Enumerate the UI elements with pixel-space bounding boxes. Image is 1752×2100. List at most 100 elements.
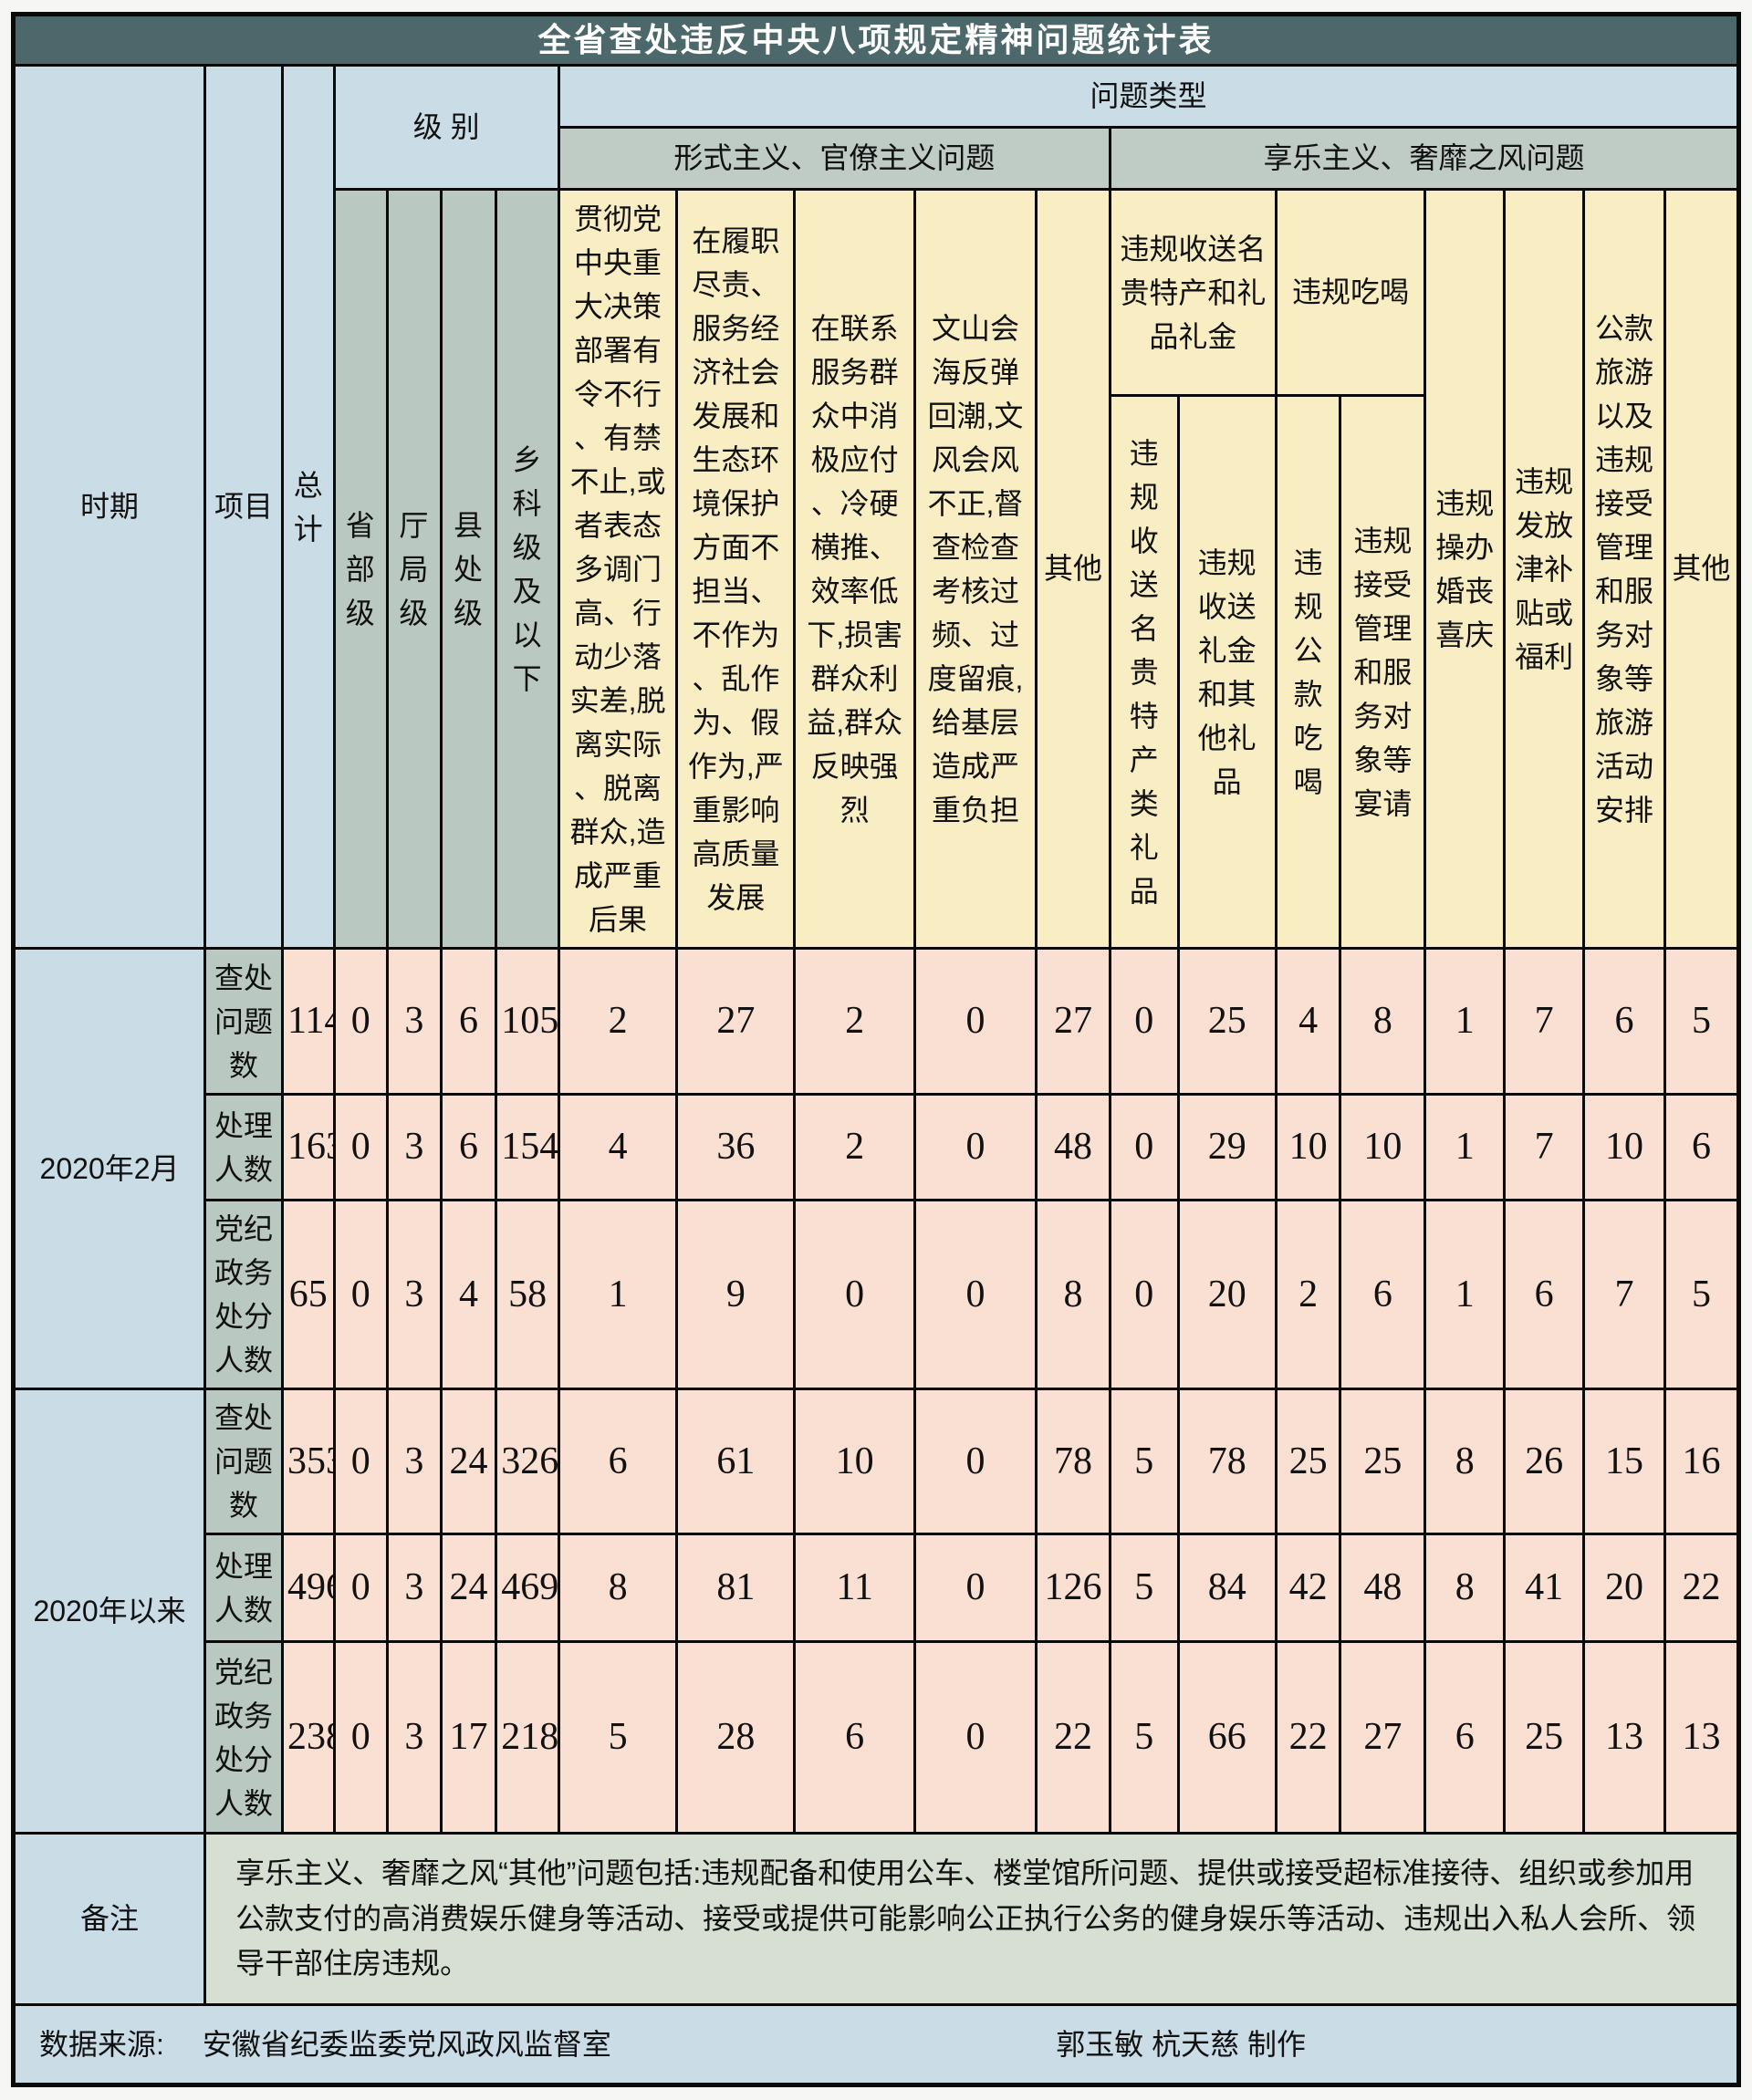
- data-cell: 48: [1035, 1093, 1111, 1202]
- data-cell: 84: [1176, 1533, 1278, 1644]
- data-cell: 0: [332, 1199, 390, 1391]
- header-gift-group: 违规收送名贵特产和礼品礼金: [1108, 188, 1278, 398]
- data-cell: 25: [1339, 1388, 1427, 1536]
- item-cell: 查处问题数: [203, 947, 284, 1097]
- data-cell: 24: [439, 1533, 498, 1644]
- header-level-department: 厅局级: [386, 188, 443, 951]
- data-cell: 0: [1108, 947, 1180, 1097]
- data-cell: 25: [1503, 1640, 1586, 1835]
- data-cell: 8: [1035, 1199, 1111, 1391]
- header-formalism-col-other: 其他: [1035, 188, 1111, 951]
- data-cell: 5: [1108, 1388, 1180, 1536]
- header-formalism-col-meetings: 文山会海反弹回潮,文风会风不正,督查检查考核过频、过度留痕,给基层造成严重负担: [912, 188, 1038, 951]
- data-cell: 81: [675, 1533, 797, 1644]
- data-cell: 5: [1108, 1533, 1180, 1644]
- data-cell: 10: [793, 1388, 916, 1536]
- header-level-township: 乡科级及以下: [495, 188, 560, 951]
- data-cell: 1: [1424, 1093, 1507, 1202]
- item-cell: 党纪政务处分人数: [203, 1640, 284, 1835]
- data-cell: 0: [332, 1640, 390, 1835]
- header-hedonism-col-allowances: 违规发放津补贴或福利: [1503, 188, 1586, 951]
- data-cell: 0: [912, 947, 1038, 1097]
- header-formalism-group: 形式主义、官僚主义问题: [557, 126, 1111, 192]
- data-cell: 61: [675, 1388, 797, 1536]
- header-eatdrink-col-banquet: 违规接受管理和服务对象等宴请: [1339, 394, 1427, 951]
- data-cell: 3: [386, 947, 443, 1097]
- data-cell: 7: [1582, 1199, 1666, 1391]
- data-cell: 6: [439, 1093, 498, 1202]
- data-cell: 154: [495, 1093, 560, 1202]
- data-cell: 17: [439, 1640, 498, 1835]
- data-cell: 11: [793, 1533, 916, 1644]
- data-cell: 27: [1035, 947, 1111, 1097]
- data-cell: 0: [1108, 1199, 1180, 1391]
- header-hedonism-col-weddings: 违规操办婚丧喜庆: [1424, 188, 1507, 951]
- data-cell: 5: [1663, 947, 1741, 1097]
- data-cell: 238: [280, 1640, 336, 1835]
- data-cell: 27: [1339, 1640, 1427, 1835]
- data-cell: 6: [793, 1640, 916, 1835]
- period-cell: 2020年2月: [11, 947, 207, 1391]
- data-cell: 28: [675, 1640, 797, 1835]
- data-cell: 2: [1274, 1199, 1342, 1391]
- data-cell: 27: [675, 947, 797, 1097]
- data-cell: 469: [495, 1533, 560, 1644]
- data-cell: 218: [495, 1640, 560, 1835]
- header-level-group: 级 别: [332, 64, 560, 192]
- item-cell: 处理人数: [203, 1533, 284, 1644]
- header-eatdrink-group: 违规吃喝: [1274, 188, 1427, 398]
- data-cell: 496: [280, 1533, 336, 1644]
- data-cell: 0: [332, 947, 390, 1097]
- data-cell: 2: [793, 947, 916, 1097]
- header-eatdrink-col-public: 违规公款吃喝: [1274, 394, 1342, 951]
- data-cell: 0: [912, 1093, 1038, 1202]
- data-cell: 15: [1582, 1388, 1666, 1536]
- header-formalism-col-duty: 在履职尽责、服务经济社会发展和生态环境保护方面不担当、不作为、乱作为、假作为,严…: [675, 188, 797, 951]
- data-cell: 36: [675, 1093, 797, 1202]
- data-cell: 8: [1339, 947, 1427, 1097]
- data-cell: 10: [1582, 1093, 1666, 1202]
- data-cell: 10: [1339, 1093, 1427, 1202]
- data-cell: 13: [1582, 1640, 1666, 1835]
- data-cell: 0: [912, 1199, 1038, 1391]
- data-cell: 0: [912, 1533, 1038, 1644]
- period-cell: 2020年以来: [11, 1388, 207, 1835]
- statistics-table: 全省查处违反中央八项规定精神问题统计表 时期 项目 总计 级 别 问题类型 形式…: [11, 12, 1741, 2087]
- data-cell: 0: [332, 1388, 390, 1536]
- header-level-county: 县处级: [439, 188, 498, 951]
- data-cell: 8: [1424, 1533, 1507, 1644]
- data-cell: 13: [1663, 1640, 1741, 1835]
- data-cell: 78: [1035, 1388, 1111, 1536]
- data-cell: 26: [1503, 1388, 1586, 1536]
- data-cell: 1: [557, 1199, 679, 1391]
- data-cell: 126: [1035, 1533, 1111, 1644]
- data-cell: 6: [1339, 1199, 1427, 1391]
- data-cell: 16: [1663, 1388, 1741, 1536]
- data-cell: 1: [1424, 947, 1507, 1097]
- data-cell: 22: [1035, 1640, 1111, 1835]
- data-cell: 22: [1663, 1533, 1741, 1644]
- data-cell: 6: [1424, 1640, 1507, 1835]
- data-cell: 6: [557, 1388, 679, 1536]
- data-cell: 6: [1663, 1093, 1741, 1202]
- data-cell: 0: [912, 1640, 1038, 1835]
- remark-text: 享乐主义、奢靡之风“其他”问题包括:违规配备和使用公车、楼堂馆所问题、提供或接受…: [203, 1832, 1740, 2006]
- header-level-provincial: 省部级: [332, 188, 390, 951]
- header-total: 总计: [280, 64, 336, 951]
- data-cell: 29: [1176, 1093, 1278, 1202]
- data-cell: 326: [495, 1388, 560, 1536]
- footer-content: 数据来源: 安徽省纪委监委党风政风监督室 郭玉敏 杭天慈 制作: [16, 2023, 1736, 2065]
- data-cell: 1: [1424, 1199, 1507, 1391]
- data-cell: 2: [557, 947, 679, 1097]
- data-cell: 22: [1274, 1640, 1342, 1835]
- data-cell: 0: [332, 1093, 390, 1202]
- data-cell: 3: [386, 1093, 443, 1202]
- data-cell: 7: [1503, 947, 1586, 1097]
- data-cell: 3: [386, 1640, 443, 1835]
- data-cell: 0: [793, 1199, 916, 1391]
- header-formalism-col-policy: 贯彻党中央重大决策部署有令不行、有禁不止,或者表态多调门高、行动少落实差,脱离实…: [557, 188, 679, 951]
- data-cell: 163: [280, 1093, 336, 1202]
- data-cell: 105: [495, 947, 560, 1097]
- data-cell: 6: [1503, 1199, 1586, 1391]
- data-cell: 6: [1582, 947, 1666, 1097]
